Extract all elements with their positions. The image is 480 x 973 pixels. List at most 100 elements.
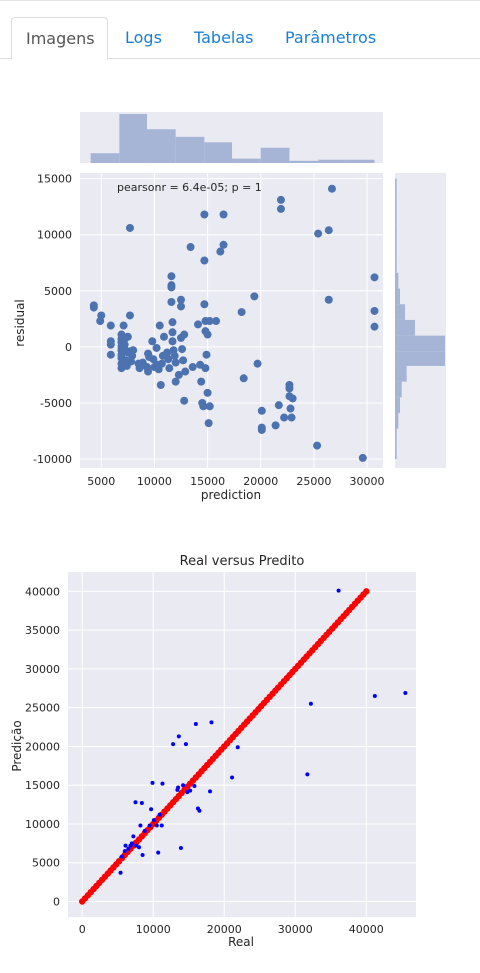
residual-scatter-plot: 5000 10000 15000 20000 25000 30000 -10000 -5000… xyxy=(33,173,385,488)
scatter-point xyxy=(89,301,98,310)
histogram-bar xyxy=(395,225,397,242)
y-axis-label: Predição xyxy=(10,720,24,771)
scatter-point xyxy=(174,370,183,379)
scatter-point xyxy=(125,311,134,320)
histogram-bar xyxy=(395,443,397,460)
histogram-bar xyxy=(204,142,233,163)
predicted-point xyxy=(188,788,193,793)
scatter-point xyxy=(119,321,128,330)
scatter-point xyxy=(274,401,283,410)
histogram-bar xyxy=(345,159,375,163)
histogram-bar xyxy=(395,365,407,382)
scatter-point xyxy=(180,396,189,405)
scatter-point xyxy=(179,356,188,365)
predicted-point xyxy=(178,846,183,850)
chart-title: Real versus Predito xyxy=(180,554,305,569)
scatter-point xyxy=(156,380,165,389)
x-axis-label: prediction xyxy=(201,488,261,502)
scatter-point xyxy=(203,388,212,397)
scatter-point xyxy=(159,332,168,341)
predicted-point xyxy=(129,841,134,846)
scatter-point xyxy=(257,406,266,415)
scatter-point xyxy=(149,355,158,364)
y-tick-label: 0 xyxy=(53,895,60,908)
y-tick-label: 20000 xyxy=(25,740,60,753)
histogram-bar xyxy=(119,114,147,163)
y-tick-label: 5000 xyxy=(32,857,60,870)
predicted-point xyxy=(209,720,214,725)
histogram-bar xyxy=(146,129,176,163)
scatter-point xyxy=(250,292,259,301)
scatter-point xyxy=(257,425,266,434)
scatter-point xyxy=(219,240,228,249)
scatter-point xyxy=(181,367,190,376)
scatter-point xyxy=(97,311,106,320)
x-tick-label: 15000 xyxy=(190,475,225,488)
y-tick-label: 25000 xyxy=(25,702,60,715)
tab-parametros[interactable]: Parâmetros xyxy=(285,28,377,47)
x-tick-label: 25000 xyxy=(296,475,331,488)
scatter-point xyxy=(327,184,336,193)
real-series xyxy=(79,588,370,905)
predicted-point xyxy=(157,812,162,817)
y-axis-label: residual xyxy=(13,299,27,347)
predicted-point xyxy=(183,742,188,747)
histogram-bar xyxy=(395,178,397,195)
x-tick-label: 40000 xyxy=(349,923,384,936)
scatter-point xyxy=(188,363,197,372)
predicted-point xyxy=(208,789,213,794)
tab-logs[interactable]: Logs xyxy=(125,28,162,47)
scatter-point xyxy=(205,402,214,411)
scatter-point xyxy=(171,358,180,367)
scatter-point xyxy=(163,348,172,357)
predicted-point xyxy=(197,808,202,813)
x-tick-label: 20000 xyxy=(207,923,242,936)
scatter-point xyxy=(286,404,295,413)
scatter-point xyxy=(200,256,209,265)
histogram-bar xyxy=(395,351,445,366)
histogram-bar xyxy=(395,413,399,429)
x-tick-label: 30000 xyxy=(350,475,385,488)
predicted-point xyxy=(181,783,186,788)
real-vs-predicted-figure: Real versus Predito 0 10000 20000 30000 4000… xyxy=(10,554,416,949)
histogram-bar xyxy=(395,288,400,305)
histogram-bar xyxy=(395,257,397,273)
scatter-point xyxy=(314,229,323,238)
histogram-bar xyxy=(395,335,445,352)
predicted-point xyxy=(171,742,176,747)
predicted-point xyxy=(372,694,377,699)
scatter-point xyxy=(237,308,246,317)
y-tick-label: 10000 xyxy=(37,229,72,242)
x-tick-label: 5000 xyxy=(87,475,115,488)
scatter-point xyxy=(168,328,177,337)
scatter-point xyxy=(152,343,161,352)
predicted-point xyxy=(156,850,161,855)
scatter-point xyxy=(202,350,211,359)
histogram-bar xyxy=(260,147,290,163)
scatter-point xyxy=(370,322,379,331)
scatter-point xyxy=(167,272,176,281)
y-tick-label: -10000 xyxy=(33,453,72,466)
tab-tabelas[interactable]: Tabelas xyxy=(194,28,254,47)
predicted-point xyxy=(403,690,408,695)
y-tick-label: 0 xyxy=(65,341,72,354)
predicted-point xyxy=(123,843,128,848)
histogram-bar xyxy=(395,381,402,398)
scatter-point xyxy=(106,350,115,359)
predicted-point xyxy=(133,800,138,805)
real-point xyxy=(363,588,370,595)
predicted-point xyxy=(192,783,197,788)
predicted-point xyxy=(137,845,142,850)
scatter-point xyxy=(157,359,166,368)
histogram-bar xyxy=(318,159,346,163)
tab-imagens[interactable]: Imagens xyxy=(11,17,108,60)
scatter-point xyxy=(370,306,379,315)
plot-background xyxy=(68,572,416,917)
scatter-point xyxy=(288,394,297,403)
predicted-point xyxy=(140,852,145,857)
scatter-point xyxy=(200,300,209,309)
predicted-point xyxy=(150,780,155,785)
scatter-point xyxy=(276,195,285,204)
x-tick-label: 10000 xyxy=(137,475,172,488)
scatter-point xyxy=(106,340,115,349)
